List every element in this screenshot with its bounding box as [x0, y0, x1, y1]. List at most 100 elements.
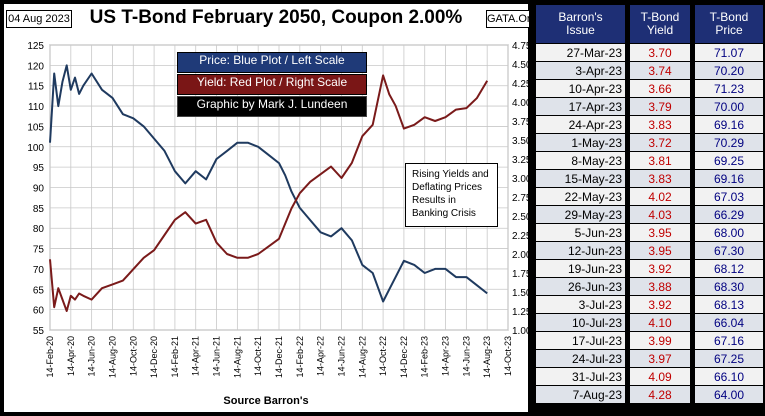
yield-series-line [49, 74, 489, 312]
cell-issue: 5-Jun-23 [536, 224, 625, 241]
table-row: 17-Apr-23 3.79 70.00 [536, 98, 763, 115]
x-tick-label: 14-Apr-23 [441, 336, 451, 376]
cell-yield: 3.70 [625, 44, 690, 61]
x-tick-label: 14-Oct-23 [503, 336, 513, 376]
table-row: 10-Jul-23 4.10 66.04 [536, 314, 763, 331]
table-row: 26-Jun-23 3.88 68.30 [536, 278, 763, 295]
legend-yield: Yield: Red Plot / Right Scale [177, 74, 367, 95]
table-row: 27-Mar-23 3.70 71.07 [536, 44, 763, 61]
right-tick-label: 4.75 [512, 41, 532, 52]
cell-yield: 3.99 [625, 332, 690, 349]
header-yield-line2: Yield [646, 23, 674, 37]
table-row: 1-May-23 3.72 70.29 [536, 134, 763, 151]
cell-yield: 3.74 [625, 62, 690, 79]
cell-yield: 4.10 [625, 314, 690, 331]
cell-yield: 3.95 [625, 242, 690, 259]
right-tick-label: 4.00 [512, 98, 532, 109]
cell-issue: 8-May-23 [536, 152, 625, 169]
cell-issue: 24-Jul-23 [536, 350, 625, 367]
x-tick-label: 14-Oct-22 [378, 336, 388, 376]
right-tick-label: 3.00 [512, 174, 532, 185]
header-yield: T-Bond Yield [625, 5, 690, 43]
x-tick-label: 14-Aug-20 [107, 336, 117, 378]
table-row: 8-May-23 3.81 69.25 [536, 152, 763, 169]
x-tick-label: 14-Jun-22 [336, 336, 346, 377]
cell-issue: 1-May-23 [536, 134, 625, 151]
table-row: 3-Apr-23 3.74 70.20 [536, 62, 763, 79]
cell-issue: 7-Aug-23 [536, 386, 625, 403]
right-tick-label: 1.50 [512, 288, 532, 299]
table-row: 29-May-23 4.03 66.29 [536, 206, 763, 223]
cell-price: 64.00 [690, 386, 763, 403]
cell-price: 68.30 [690, 278, 763, 295]
cell-yield: 3.88 [625, 278, 690, 295]
cell-yield: 3.83 [625, 116, 690, 133]
x-tick-label: 14-Dec-20 [149, 336, 159, 378]
cell-yield: 3.66 [625, 80, 690, 97]
cell-price: 66.10 [690, 368, 763, 385]
right-tick-label: 2.00 [512, 250, 532, 261]
cell-yield: 3.92 [625, 296, 690, 313]
cell-price: 69.16 [690, 116, 763, 133]
left-tick-label: 115 [28, 82, 44, 93]
cell-issue: 10-Apr-23 [536, 80, 625, 97]
left-tick-label: 80 [33, 224, 45, 235]
cell-price: 69.16 [690, 170, 763, 187]
right-tick-label: 2.75 [512, 193, 532, 204]
x-tick-label: 14-Aug-22 [357, 336, 367, 378]
cell-price: 67.03 [690, 188, 763, 205]
x-tick-label: 14-Oct-21 [253, 336, 263, 376]
right-tick-label: 1.75 [512, 269, 532, 280]
right-tick-label: 1.00 [512, 326, 532, 337]
cell-yield: 4.02 [625, 188, 690, 205]
cell-issue: 24-Apr-23 [536, 116, 625, 133]
cell-price: 67.16 [690, 332, 763, 349]
left-tick-label: 60 [33, 306, 45, 317]
x-tick-label: 14-Aug-23 [482, 336, 492, 378]
x-tick-label: 14-Feb-22 [295, 336, 305, 378]
x-tick-label: 14-Jun-23 [461, 336, 471, 377]
cell-issue: 10-Jul-23 [536, 314, 625, 331]
table-row: 31-Jul-23 4.09 66.10 [536, 368, 763, 385]
cell-price: 68.12 [690, 260, 763, 277]
cell-price: 66.29 [690, 206, 763, 223]
table-row: 10-Apr-23 3.66 71.23 [536, 80, 763, 97]
right-tick-label: 2.25 [512, 231, 532, 242]
x-tick-label: 14-Apr-21 [191, 336, 201, 376]
x-tick-label: 14-Jun-21 [212, 336, 222, 377]
x-tick-label: 14-Jun-20 [87, 336, 97, 377]
x-tick-label: 14-Dec-21 [274, 336, 284, 378]
left-tick-label: 120 [27, 61, 44, 72]
table-row: 19-Jun-23 3.92 68.12 [536, 260, 763, 277]
left-tick-label: 110 [28, 102, 44, 113]
header-price-line2: Price [715, 23, 743, 37]
annotation-line: Deflating Prices [412, 182, 483, 193]
table-panel: Barron's Issue T-Bond Yield T-Bond Price 27… [532, 0, 765, 416]
left-tick-label: 125 [27, 41, 44, 52]
cell-issue: 17-Apr-23 [536, 98, 625, 115]
cell-price: 67.30 [690, 242, 763, 259]
cell-yield: 3.95 [625, 224, 690, 241]
cell-issue: 27-Mar-23 [536, 44, 625, 61]
header-price-line1: T-Bond [709, 10, 749, 24]
right-tick-label: 3.50 [512, 136, 532, 147]
cell-yield: 3.92 [625, 260, 690, 277]
cell-issue: 26-Jun-23 [536, 278, 625, 295]
left-tick-label: 75 [33, 245, 45, 256]
cell-yield: 4.28 [625, 386, 690, 403]
cell-issue: 17-Jul-23 [536, 332, 625, 349]
cell-issue: 22-May-23 [536, 188, 625, 205]
table-row: 24-Jul-23 3.97 67.25 [536, 350, 763, 367]
source-tag: GATA.Org [486, 10, 537, 28]
cell-yield: 3.72 [625, 134, 690, 151]
cell-price: 66.04 [690, 314, 763, 331]
cell-yield: 4.09 [625, 368, 690, 385]
cell-price: 70.29 [690, 134, 763, 151]
cell-issue: 15-May-23 [536, 170, 625, 187]
table-row: 3-Jul-23 3.92 68.13 [536, 296, 763, 313]
left-tick-label: 55 [33, 326, 45, 337]
left-tick-label: 65 [33, 285, 45, 296]
date-badge: 04 Aug 2023 [6, 10, 72, 28]
left-tick-label: 90 [33, 184, 45, 195]
right-tick-label: 4.25 [512, 79, 532, 90]
